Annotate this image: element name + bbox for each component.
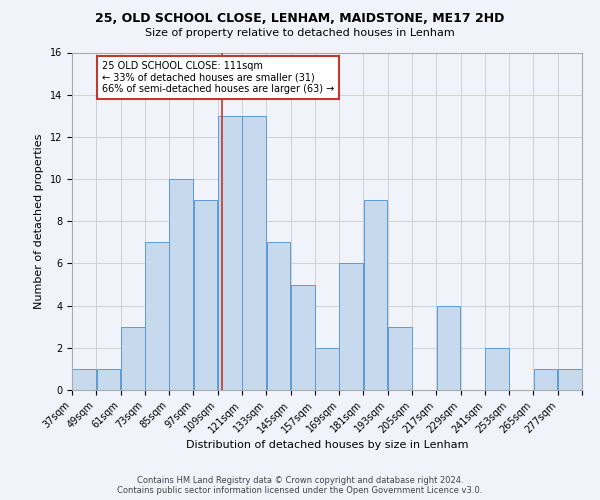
- Y-axis label: Number of detached properties: Number of detached properties: [34, 134, 44, 309]
- X-axis label: Distribution of detached houses by size in Lenham: Distribution of detached houses by size …: [186, 440, 468, 450]
- Bar: [315, 348, 339, 390]
- Bar: [558, 369, 581, 390]
- Bar: [121, 326, 145, 390]
- Bar: [388, 326, 412, 390]
- Text: Size of property relative to detached houses in Lenham: Size of property relative to detached ho…: [145, 28, 455, 38]
- Bar: [218, 116, 242, 390]
- Bar: [97, 369, 120, 390]
- Bar: [485, 348, 509, 390]
- Text: 25 OLD SCHOOL CLOSE: 111sqm
← 33% of detached houses are smaller (31)
66% of sem: 25 OLD SCHOOL CLOSE: 111sqm ← 33% of det…: [103, 61, 335, 94]
- Bar: [73, 369, 96, 390]
- Bar: [340, 264, 363, 390]
- Bar: [534, 369, 557, 390]
- Bar: [266, 242, 290, 390]
- Bar: [437, 306, 460, 390]
- Bar: [169, 179, 193, 390]
- Text: 25, OLD SCHOOL CLOSE, LENHAM, MAIDSTONE, ME17 2HD: 25, OLD SCHOOL CLOSE, LENHAM, MAIDSTONE,…: [95, 12, 505, 26]
- Text: Contains HM Land Registry data © Crown copyright and database right 2024.
Contai: Contains HM Land Registry data © Crown c…: [118, 476, 482, 495]
- Bar: [194, 200, 217, 390]
- Bar: [145, 242, 169, 390]
- Bar: [364, 200, 388, 390]
- Bar: [291, 284, 314, 390]
- Bar: [242, 116, 266, 390]
